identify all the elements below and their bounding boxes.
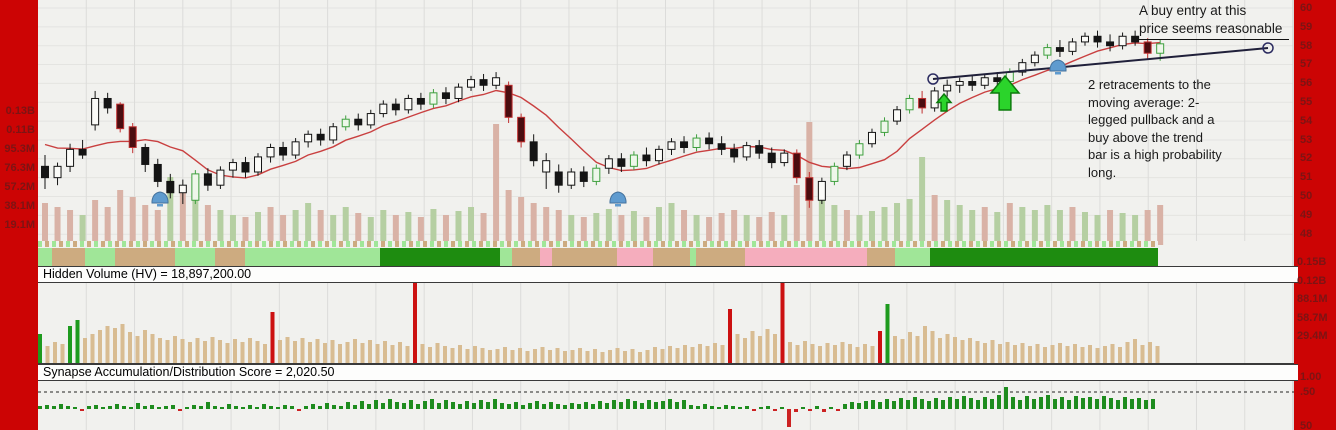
retracement-annotation-line: long. — [1088, 164, 1117, 180]
volume-axis-label: 0.11B — [6, 124, 35, 136]
retracement-annotation-line: legged pullback and a — [1088, 112, 1215, 127]
buy-entry-annotation-line2: price seems reasonable — [1139, 20, 1289, 40]
up-arrow-icon — [935, 92, 953, 112]
retracement-annotation-line: moving average: 2- — [1088, 94, 1200, 110]
volume-bars — [42, 122, 1164, 245]
volume-axis-label: 57.2M — [4, 181, 35, 193]
hv-axis-label: 29.4M — [1297, 330, 1328, 342]
price-axis-label: 60 — [1300, 2, 1313, 14]
moving-average-line — [44, 41, 1161, 179]
left-axis-strip — [0, 0, 38, 430]
price-axis-label: 50 — [1300, 190, 1313, 202]
trendline-handle[interactable] — [1262, 42, 1274, 54]
right-axis-strip — [1294, 0, 1336, 430]
hv-axis-label: 88.1M — [1297, 293, 1328, 305]
alert-bells — [151, 59, 1067, 207]
retracement-annotation: 2 retracements to the moving average: 2- l… — [1088, 76, 1248, 181]
price-axis-label: 49 — [1300, 209, 1313, 221]
synapse-title-text: Synapse Accumulation/Distribution Score … — [43, 365, 335, 379]
trendline-handle[interactable] — [927, 73, 939, 85]
price-axis-label: 51 — [1300, 171, 1313, 183]
buy-signal-arrows — [935, 74, 1021, 112]
volume-axis-label: 76.3M — [4, 162, 35, 174]
hv-axis-label: 0.15B — [1297, 256, 1327, 268]
volume-axis-label: 19.1M — [4, 219, 35, 231]
volume-axis-label: 95.3M — [4, 143, 35, 155]
bell-icon-base — [157, 204, 163, 207]
synapse-axis-label: 1.00 — [1300, 371, 1322, 383]
price-axis-label: 54 — [1300, 115, 1313, 127]
price-axis-label: 53 — [1300, 134, 1313, 146]
synapse-panel-title: Synapse Accumulation/Distribution Score … — [38, 364, 1298, 381]
hv-axis-label: 58.7M — [1297, 312, 1328, 324]
price-axis-label: 48 — [1300, 228, 1313, 240]
buy-entry-annotation: A buy entry at this price seems reasonab… — [1139, 2, 1289, 40]
volume-axis-label: 38.1M — [4, 200, 35, 212]
hidden-volume-bars — [38, 272, 1160, 364]
bell-icon — [609, 191, 627, 204]
bell-icon — [1049, 59, 1067, 72]
sentiment-dotted-strip — [38, 241, 1158, 247]
bell-icon-base — [615, 204, 621, 207]
price-axis-label: 58 — [1300, 40, 1313, 52]
retracement-annotation-line: buy above the trend — [1088, 129, 1203, 145]
candlesticks — [41, 30, 1165, 208]
price-axis-label: 57 — [1300, 58, 1313, 70]
volume-axis-label: 0.13B — [5, 105, 35, 117]
synapse-axis-label: .50 — [1300, 386, 1316, 398]
sentiment-band — [38, 248, 1158, 266]
price-axis-label: 59 — [1300, 21, 1313, 33]
price-axis-label: 56 — [1300, 77, 1313, 89]
gridlines — [38, 0, 1294, 430]
retracement-annotation-line: 2 retracements to the — [1088, 77, 1211, 92]
price-axis-label: 52 — [1300, 152, 1313, 164]
trendline[interactable] — [927, 42, 1274, 85]
synapse-bars — [38, 387, 1155, 427]
up-arrow-icon — [989, 74, 1021, 111]
buy-entry-annotation-line1: A buy entry at this — [1139, 3, 1247, 18]
bell-icon — [151, 191, 169, 204]
price-axis-label: 55 — [1300, 96, 1313, 108]
synapse-axis-label: 50 — [1300, 420, 1313, 430]
hidden-volume-title-text: Hidden Volume (HV) = 18,897,200.00 — [43, 267, 252, 281]
bell-icon-base — [1055, 72, 1061, 75]
hidden-volume-panel-title: Hidden Volume (HV) = 18,897,200.00 — [38, 266, 1298, 283]
retracement-annotation-line: bar is a high probability — [1088, 147, 1222, 162]
hv-axis-label: 0.12B — [1297, 275, 1327, 287]
